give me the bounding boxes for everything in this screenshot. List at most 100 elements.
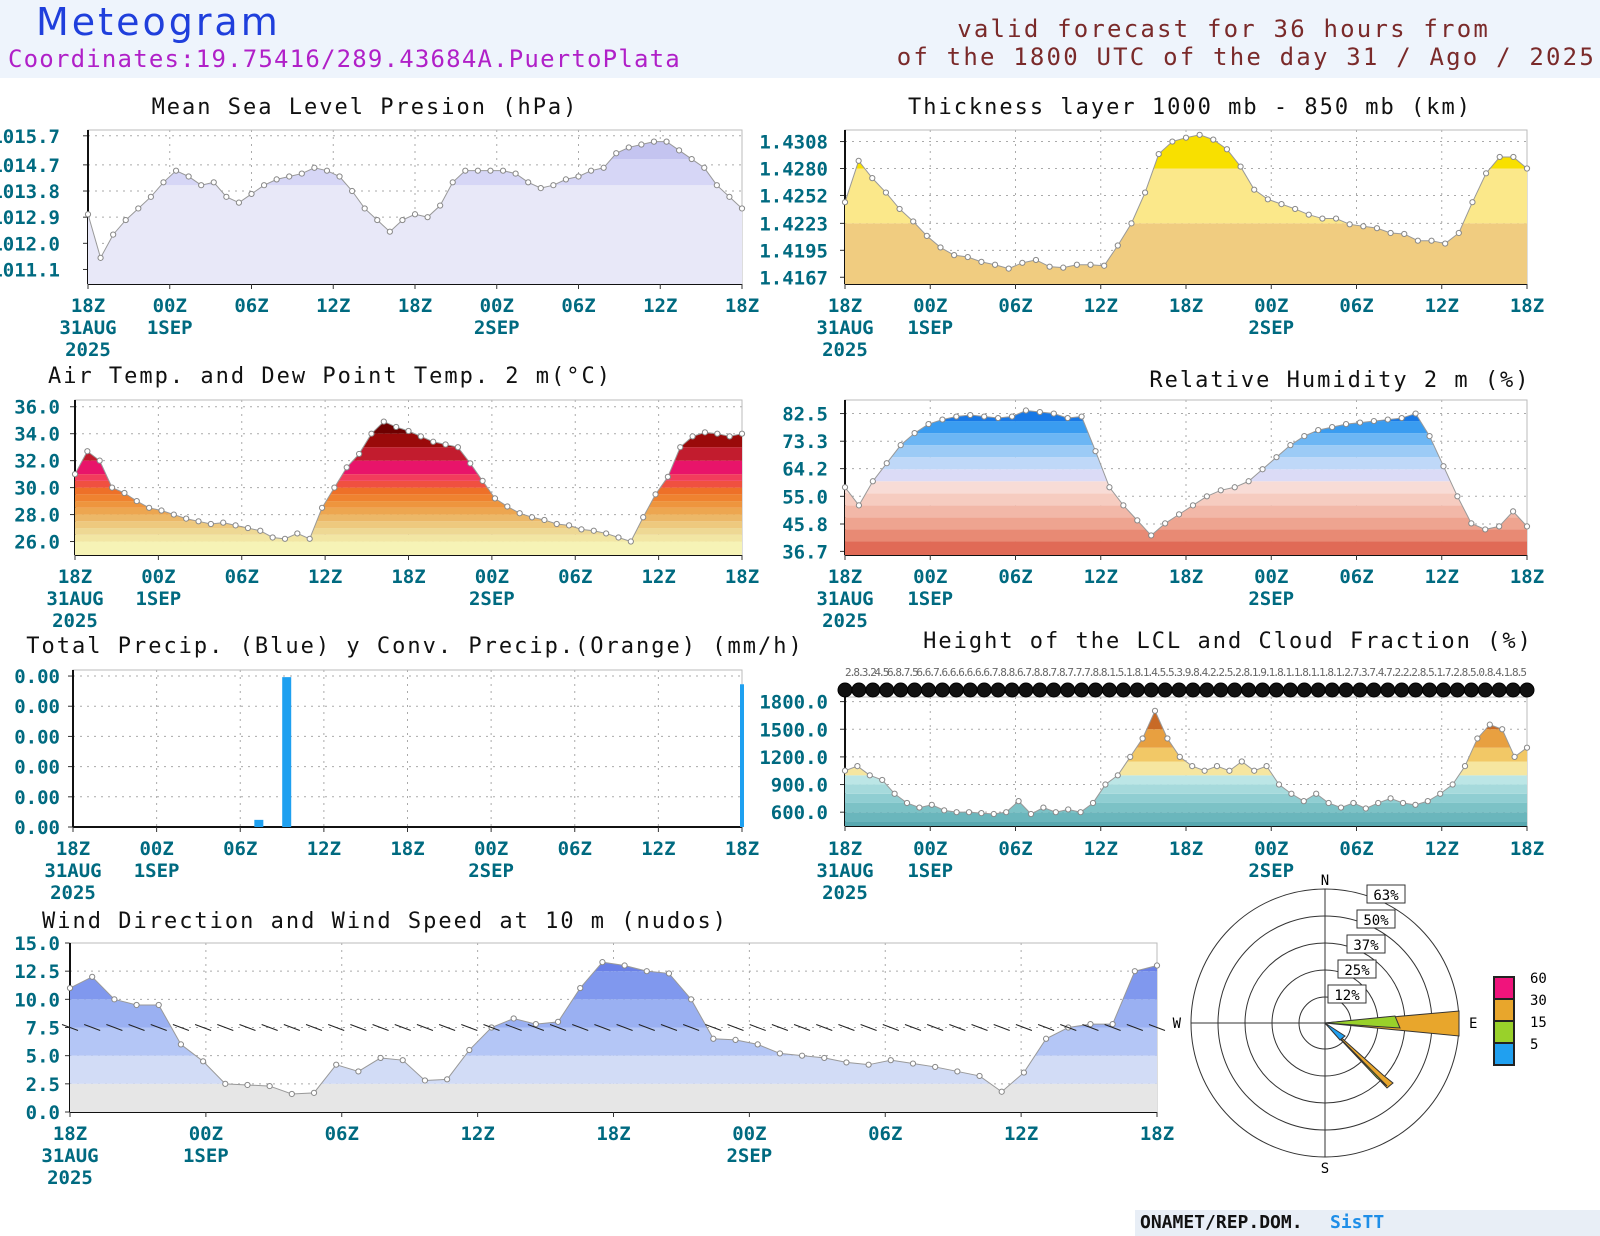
data-point xyxy=(361,205,368,212)
footer-band xyxy=(1135,1210,1600,1236)
x-tick-label: 06Z xyxy=(325,1123,359,1145)
data-point xyxy=(1042,1035,1050,1042)
data-point xyxy=(266,1082,273,1090)
wind-barb xyxy=(305,1024,323,1031)
color-band xyxy=(75,501,742,508)
wind-barb xyxy=(993,1024,1010,1031)
cloud-fraction-symbol xyxy=(1241,682,1257,698)
data-point xyxy=(393,423,400,431)
data-point xyxy=(1022,407,1030,414)
x-tick-label: 06Z xyxy=(558,566,592,588)
wind-barb xyxy=(594,1024,611,1031)
data-point xyxy=(1387,229,1394,237)
data-point xyxy=(841,767,849,774)
data-point xyxy=(1052,809,1059,816)
color-band xyxy=(845,761,1527,776)
data-point xyxy=(257,527,264,534)
wind-barb xyxy=(793,1024,811,1031)
x-tick-label: 12Z xyxy=(1425,838,1459,860)
legend-swatch xyxy=(1493,1042,1515,1066)
data-point xyxy=(405,427,412,435)
data-point xyxy=(615,534,622,541)
ring-label: 25% xyxy=(1344,963,1370,979)
y-tick-label: 32.0 xyxy=(14,451,60,473)
wind-barb xyxy=(239,1024,256,1031)
data-point xyxy=(932,1063,939,1071)
data-point xyxy=(1329,423,1336,431)
data-point xyxy=(599,959,606,966)
data-point xyxy=(978,810,985,817)
data-point xyxy=(879,776,886,784)
x-tick-label: 18Z xyxy=(828,838,862,860)
precip-bar xyxy=(282,677,292,827)
y-tick-label: 1.4223 xyxy=(759,213,828,235)
color-band xyxy=(845,802,1527,813)
data-point xyxy=(343,464,350,471)
data-point xyxy=(981,413,988,420)
data-point xyxy=(1120,502,1127,509)
data-point xyxy=(953,809,960,816)
cloud-fraction-symbol xyxy=(1268,682,1284,698)
data-point xyxy=(177,1041,185,1048)
data-point xyxy=(897,442,904,449)
data-point xyxy=(147,193,154,200)
x-tick-label: 18Z xyxy=(56,838,90,860)
chart-temperature: Air Temp. and Dew Point Temp. 2 m(°C) 26.… xyxy=(14,364,759,632)
cloud-fraction-symbol xyxy=(1477,682,1493,698)
ring-label: 37% xyxy=(1353,938,1379,954)
data-point xyxy=(1127,753,1134,760)
color-band xyxy=(70,1027,1157,1056)
data-point xyxy=(220,519,227,526)
wind-barb xyxy=(1126,1024,1143,1031)
x-day-label: 1SEP xyxy=(147,317,193,339)
data-point xyxy=(1264,196,1271,203)
data-point xyxy=(575,173,582,180)
wind-barb xyxy=(505,1024,522,1031)
cloud-fraction-symbol xyxy=(1129,682,1145,698)
data-point xyxy=(998,1088,1005,1095)
data-point xyxy=(336,173,343,180)
data-point xyxy=(909,1060,917,1067)
wind-barb xyxy=(771,1024,789,1031)
y-tick-label: 36.0 xyxy=(14,397,60,419)
data-point xyxy=(1356,419,1364,426)
data-point xyxy=(1189,763,1196,770)
ring-label-box xyxy=(1356,909,1396,929)
x-tick-label: 18Z xyxy=(71,295,105,317)
x-tick-label: 18Z xyxy=(390,838,424,860)
y-tick-label: 0.00 xyxy=(14,696,60,718)
x-tick-label: 00Z xyxy=(153,295,187,317)
data-point xyxy=(1486,721,1493,728)
cloud-fraction-symbol xyxy=(1338,682,1354,698)
valid-forecast-line-1: valid forecast for 36 hours from xyxy=(957,15,1490,43)
compass-south: S xyxy=(1321,1161,1329,1177)
color-band xyxy=(75,433,742,448)
data-point xyxy=(1176,753,1183,760)
series-line xyxy=(69,961,1158,1095)
cloud-fraction-symbol xyxy=(1004,682,1020,698)
data-point xyxy=(1087,1021,1094,1028)
x-tick-label: 12Z xyxy=(1084,295,1118,317)
cloud-fraction-symbol xyxy=(948,682,964,698)
y-tick-label: 1200.0 xyxy=(759,747,828,769)
color-band xyxy=(75,528,742,535)
y-tick-label: 15.0 xyxy=(14,933,60,955)
chart-thickness: Thickness layer 1000 mb - 850 mb (km) 1.4… xyxy=(759,95,1544,361)
x-tick-label: 18Z xyxy=(1510,566,1544,588)
data-point xyxy=(869,175,876,182)
x-tick-label: 00Z xyxy=(1254,838,1288,860)
x-tick-label: 00Z xyxy=(141,566,175,588)
data-point xyxy=(625,144,632,151)
data-point xyxy=(466,1046,473,1054)
data-point xyxy=(910,218,917,225)
x-tick-label: 18Z xyxy=(828,295,862,317)
data-point xyxy=(1114,772,1121,779)
data-point xyxy=(738,430,746,437)
x-tick-label: 06Z xyxy=(561,295,595,317)
color-band xyxy=(75,487,742,495)
cloud-fraction-symbol xyxy=(1505,682,1521,698)
data-point xyxy=(1036,408,1043,416)
y-tick-label: 1.4280 xyxy=(759,159,828,181)
data-point xyxy=(1213,763,1221,770)
data-point xyxy=(841,199,849,206)
